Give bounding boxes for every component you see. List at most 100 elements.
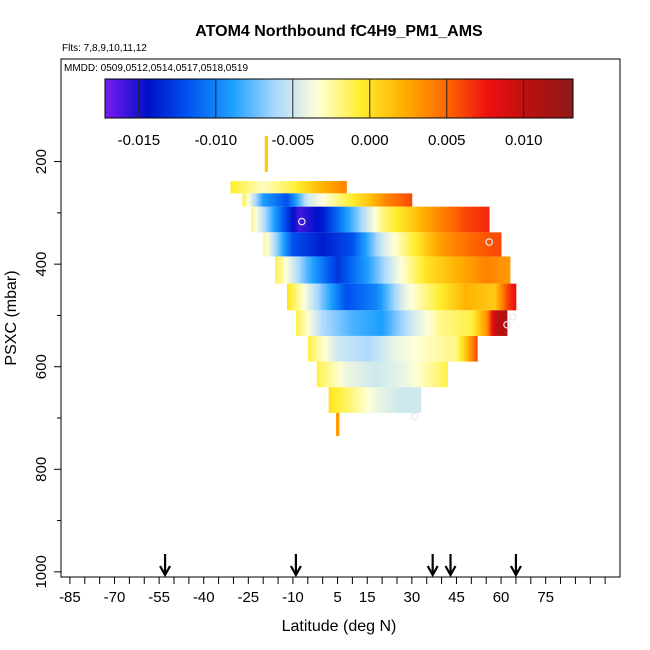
heat-cell <box>312 283 315 311</box>
heat-cell <box>486 310 489 336</box>
heat-cell <box>331 283 334 311</box>
heat-cell <box>260 181 263 194</box>
heat-cell <box>246 193 249 207</box>
heat-cell <box>413 310 416 336</box>
heat-cell <box>327 181 330 194</box>
heat-cell <box>383 310 386 336</box>
colorbar-swatch <box>530 79 533 118</box>
colorbar-swatch <box>262 79 266 118</box>
heat-cell <box>352 387 355 413</box>
heat-cell <box>282 206 285 233</box>
colorbar-swatch <box>428 79 432 118</box>
heat-cell <box>447 206 450 233</box>
heat-cell <box>266 135 269 172</box>
colorbar-swatch <box>110 79 114 118</box>
flight-arrows <box>159 554 522 578</box>
colorbar-swatch <box>450 79 453 118</box>
colorbar-swatch <box>350 79 354 118</box>
heat-cell <box>249 193 252 207</box>
heat-cell <box>383 387 386 413</box>
colorbar-swatch <box>378 79 381 118</box>
heat-cell <box>434 256 437 284</box>
heat-cell <box>395 193 398 207</box>
heat-cell <box>353 283 356 311</box>
colorbar-tick-label: -0.010 <box>195 132 238 149</box>
heat-cell <box>441 361 444 388</box>
heat-cell <box>508 283 511 311</box>
heat-cell <box>334 181 337 194</box>
heat-cell <box>398 361 401 388</box>
heat-cell <box>358 193 361 207</box>
heat-cell <box>399 335 402 362</box>
heat-cell <box>499 310 502 336</box>
colorbar-swatch <box>173 79 176 118</box>
heat-cell <box>364 256 367 284</box>
heat-cell <box>318 181 321 194</box>
heat-cell <box>370 361 373 388</box>
heat-cell <box>272 206 274 233</box>
heat-cell <box>413 206 416 233</box>
colorbar-swatch <box>229 79 233 118</box>
heat-cell <box>474 206 477 233</box>
heat-cell <box>373 387 376 413</box>
heat-cell <box>284 256 286 284</box>
heat-cell <box>373 310 376 336</box>
heat-cell <box>395 283 398 311</box>
heat-cell <box>337 181 340 194</box>
heat-cell <box>306 283 309 311</box>
colorbar-swatch <box>532 79 535 118</box>
heat-cell <box>281 193 283 207</box>
heat-cell <box>322 335 325 362</box>
colorbar-swatch <box>253 79 256 118</box>
heat-cell <box>307 232 310 257</box>
heat-cell <box>263 181 266 194</box>
heat-cell <box>352 335 355 362</box>
colorbar-swatch <box>169 79 172 118</box>
heat-cell <box>322 232 325 257</box>
heat-cell <box>328 193 331 207</box>
heat-cell <box>392 387 395 413</box>
colorbar-swatch <box>190 79 194 118</box>
heat-cell <box>460 283 463 311</box>
colorbar-swatch <box>358 79 361 118</box>
heat-cell <box>291 256 294 284</box>
heat-cell <box>330 283 332 311</box>
heat-cell <box>230 181 233 194</box>
heat-cell <box>292 181 295 194</box>
heat-cell <box>365 335 368 362</box>
heat-cell <box>437 283 440 311</box>
heat-cell <box>318 361 321 388</box>
colorbar-swatch <box>179 79 182 118</box>
heat-cell <box>374 232 377 257</box>
heat-cell <box>353 387 356 413</box>
colorbar-swatch <box>194 79 198 118</box>
colorbar-swatch <box>436 79 439 118</box>
heat-cell <box>480 283 483 311</box>
heat-cell <box>425 335 428 362</box>
heat-cell <box>333 310 335 336</box>
heat-cell <box>322 181 325 194</box>
heat-cell <box>295 283 298 311</box>
colorbar-swatch <box>337 79 340 118</box>
heat-cell <box>359 310 362 336</box>
heat-cell <box>267 193 270 207</box>
heat-cell <box>401 310 404 336</box>
heat-cell <box>478 283 481 311</box>
heat-cell <box>440 206 442 233</box>
heat-cell <box>321 193 324 207</box>
colorbar-swatch <box>231 79 235 118</box>
heat-cell <box>368 387 371 413</box>
heat-cell <box>327 361 330 388</box>
heat-cell <box>303 256 306 284</box>
heat-cell <box>328 361 331 388</box>
heat-cell <box>398 335 401 362</box>
heat-cell <box>322 256 325 284</box>
heat-cell <box>328 232 331 257</box>
heat-cell <box>327 206 330 233</box>
heat-cell <box>428 310 431 336</box>
heat-cell <box>431 256 434 284</box>
heat-cell <box>426 256 429 284</box>
colorbar-swatch <box>235 79 239 118</box>
heat-cell <box>292 232 295 257</box>
y-tick-label: 600 <box>33 354 50 379</box>
